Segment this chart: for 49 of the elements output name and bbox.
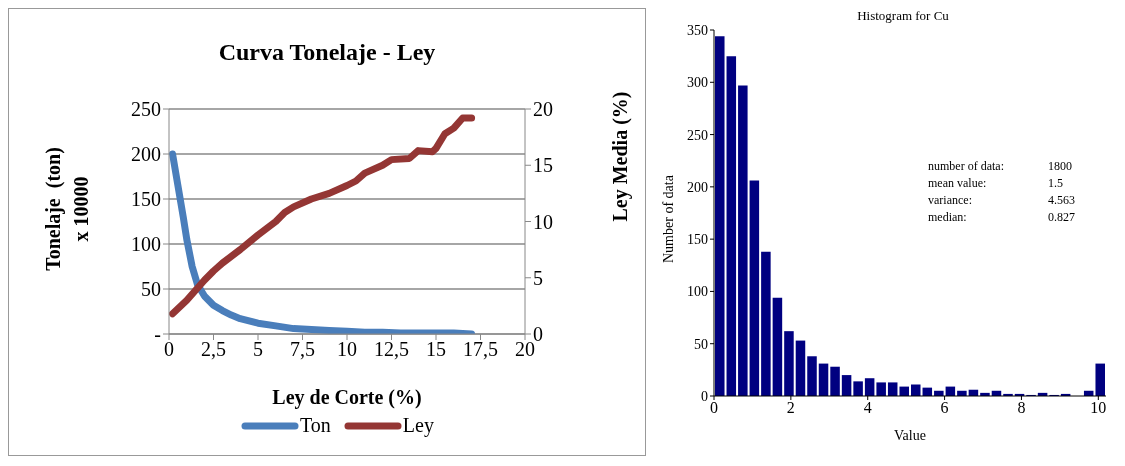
annotation: mean value: xyxy=(928,175,988,192)
x-tick-label: 6 xyxy=(940,399,949,417)
y2-tick-label: 0 xyxy=(533,323,543,346)
chart-title: Histogram for Cu xyxy=(856,8,950,24)
y-tick-label: 150 xyxy=(687,232,708,248)
y2-tick-label: 15 xyxy=(533,154,553,177)
y-tick-label: 250 xyxy=(131,98,161,121)
x-tick-label: 2,5 xyxy=(201,338,226,361)
y2-tick-label: 20 xyxy=(533,98,553,121)
x-tick-label: 10 xyxy=(337,338,357,361)
x-axis-title: Value xyxy=(894,428,926,443)
y-tick-label: 350 xyxy=(687,22,708,38)
y-tick-label: 50 xyxy=(694,336,708,352)
x-tick-label: 15 xyxy=(426,338,446,361)
legend-label: Ton xyxy=(300,414,331,437)
x-tick-label: 7,5 xyxy=(290,338,315,361)
x-axis-title: Ley de Corte (%) xyxy=(272,386,422,409)
y2-axis-title: Ley Media (%) xyxy=(609,91,633,222)
x-tick-label: 2 xyxy=(786,399,795,417)
y-axis-title: Tonelaje (ton) x 10000 xyxy=(41,146,93,273)
x-tick-label: 10 xyxy=(1090,399,1107,417)
y-tick-label: 200 xyxy=(131,143,161,166)
annotation: number of data: xyxy=(928,158,1005,175)
x-tick-label: 8 xyxy=(1017,399,1026,417)
x-tick-label: 17,5 xyxy=(463,338,498,361)
x-tick-label: 5 xyxy=(253,338,263,361)
annotation: 1800 xyxy=(1048,158,1072,175)
y-tick-label: 0 xyxy=(701,388,708,404)
annotation: 1.5 xyxy=(1048,175,1063,192)
y-tick-label: 50 xyxy=(141,278,161,301)
annotation: 0.827 xyxy=(1048,209,1075,226)
y-tick-label: 100 xyxy=(687,284,708,300)
y-tick-label: 200 xyxy=(687,179,708,195)
x-tick-label: 20 xyxy=(515,338,535,361)
annotation: median: xyxy=(928,209,968,226)
y-tick-label: 150 xyxy=(131,188,161,211)
legend-label: Ley xyxy=(402,414,434,437)
y-tick-label: 250 xyxy=(687,127,708,143)
annotation: variance: xyxy=(928,192,973,209)
y-tick-label: - xyxy=(154,323,161,346)
y-tick-label: 100 xyxy=(131,233,161,256)
y2-tick-label: 10 xyxy=(533,210,553,233)
y-tick-label: 300 xyxy=(687,75,708,91)
x-tick-label: 12,5 xyxy=(374,338,409,361)
y2-tick-label: 5 xyxy=(533,266,543,289)
chart-title: Curva Tonelaje - Ley xyxy=(217,39,437,66)
annotation: 4.563 xyxy=(1048,192,1075,209)
x-tick-label: 4 xyxy=(863,399,872,417)
y-axis-title: Number of data xyxy=(660,174,676,263)
